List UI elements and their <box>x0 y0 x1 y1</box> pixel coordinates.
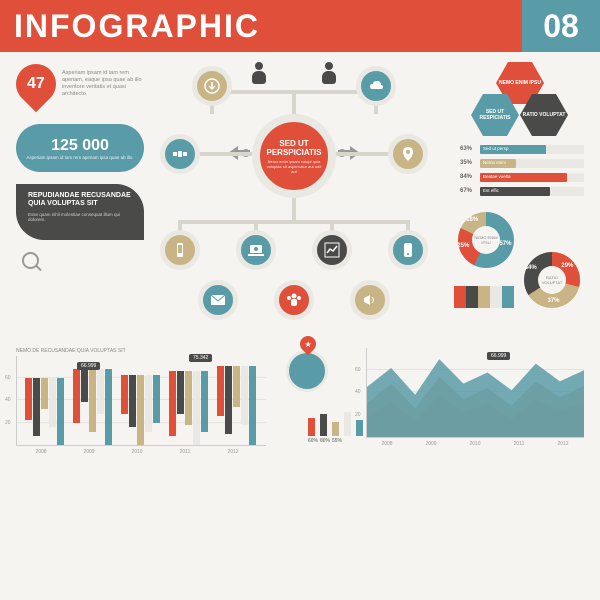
people-icon <box>285 291 303 309</box>
node-satellite <box>160 134 200 174</box>
node-mobile <box>388 230 428 270</box>
chart-icon <box>323 241 341 259</box>
person-male-icon <box>252 62 266 84</box>
progress-bar: 63%Sed ut persp <box>460 144 584 154</box>
progress-bars: 63%Sed ut persp 35%Nemo enim 84%Beatae vue… <box>460 144 584 200</box>
phone-icon <box>171 241 189 259</box>
swatch <box>502 286 514 308</box>
node-laptop <box>236 230 276 270</box>
swatch <box>478 286 490 308</box>
globe-icon <box>286 350 328 392</box>
magnifier-icon <box>22 252 42 272</box>
callout: 66.999 <box>77 362 100 370</box>
node-pin <box>388 134 428 174</box>
person-female-icon <box>322 62 336 84</box>
node-phone <box>160 230 200 270</box>
node-cloud <box>356 66 396 106</box>
swatch <box>466 286 478 308</box>
node-chart <box>312 230 352 270</box>
center-hub: SED UT PERSPICIATIS Nemo enim ipsam volu… <box>252 114 336 198</box>
donut-chart: NEMO ENIM IPSU57%25%18% <box>458 212 514 268</box>
mail-icon <box>209 291 227 309</box>
callout: 66.999 <box>487 352 510 360</box>
center-text: Nemo enim ipsam volupt quia voluptas sit… <box>260 159 328 174</box>
drop-text: Asperiam ipsam id tam rem aperiam, eaque… <box>62 70 144 99</box>
megaphone-icon <box>361 291 379 309</box>
progress-bar: 67%Est effic <box>460 186 584 196</box>
satellite-icon <box>171 145 189 163</box>
leaf-text: Esse quam nihil molestiae consequat illu… <box>28 212 132 222</box>
laptop-icon <box>247 241 265 259</box>
leaf-panel: REPUDIANDAE RECUSANDAE QUIA VOLUPTAS SIT… <box>16 184 144 240</box>
swatch <box>490 286 502 308</box>
pill-stat: 125 000 Asperiam ipsam id tam rem aperia… <box>16 124 144 172</box>
callout: 75.342 <box>189 354 212 362</box>
bar-chart: NEMO DE RECUSANDAE QUIA VOLUPTAS SIT 204… <box>16 348 266 468</box>
color-palette <box>454 286 514 308</box>
node-mail <box>198 280 238 320</box>
node-people <box>274 280 314 320</box>
main-canvas: 47 Asperiam ipsam id tam rem aperiam, ea… <box>0 52 600 600</box>
donut-chart: RATIO VOLUPTAT29%37%34% <box>524 252 580 308</box>
pin-icon <box>399 145 417 163</box>
node-download <box>192 66 232 106</box>
header-number: 08 <box>522 0 600 52</box>
hexagon-group: NEMO ENIM IPSU SED UT RESPICIATIS RATIO … <box>454 62 584 136</box>
area-chart: 2040602008200920102011201266.999 <box>366 348 584 468</box>
drop-value: 47 <box>27 75 45 93</box>
progress-bar: 35%Nemo enim <box>460 158 584 168</box>
download-icon <box>203 77 221 95</box>
progress-bar: 84%Beatae vuelta <box>460 172 584 182</box>
leaf-heading: REPUDIANDAE RECUSANDAE QUIA VOLUPTAS SIT <box>28 192 132 209</box>
pill-text: Asperiam ipsam id tam rem aperiam ipsa q… <box>16 155 143 160</box>
bar-chart-title: NEMO DE RECUSANDAE QUIA VOLUPTAS SIT <box>16 348 266 354</box>
pill-value: 125 000 <box>51 137 109 155</box>
header: INFOGRAPHIC 08 <box>0 0 600 52</box>
header-title: INFOGRAPHIC <box>0 0 522 52</box>
cloud-icon <box>367 77 385 95</box>
swatch <box>454 286 466 308</box>
drop-stat: 47 <box>8 56 65 113</box>
node-speaker <box>350 280 390 320</box>
center-title: SED UT PERSPICIATIS <box>260 139 328 157</box>
mobile-icon <box>399 241 417 259</box>
